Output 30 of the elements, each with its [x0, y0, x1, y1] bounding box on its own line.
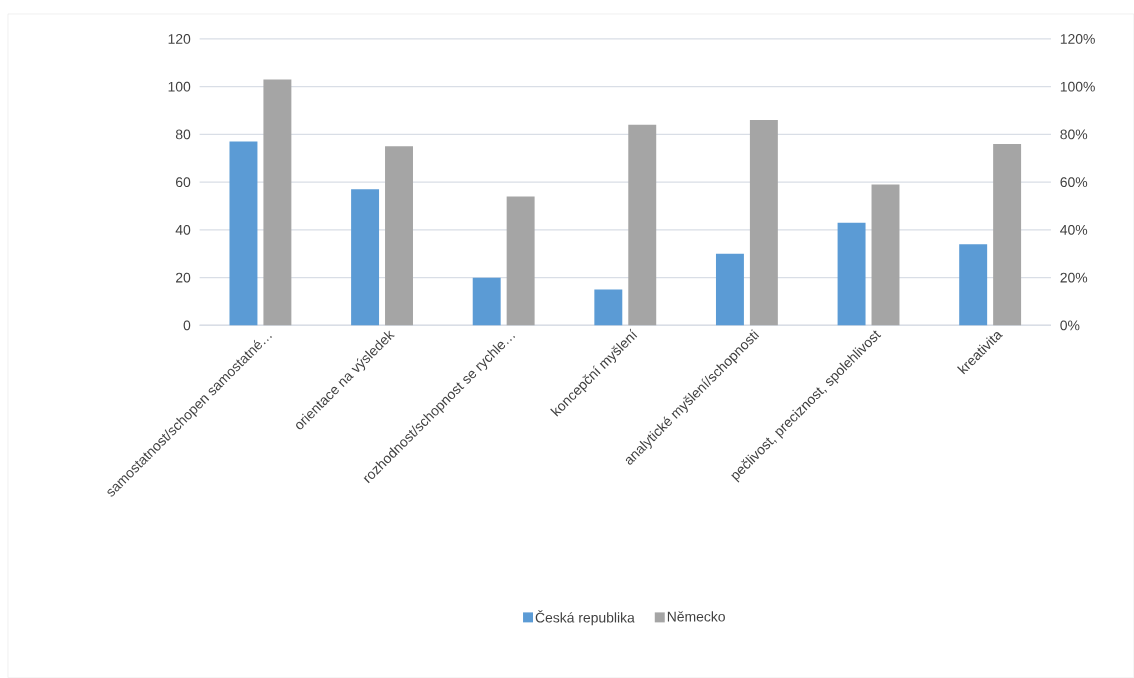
bar — [506, 196, 535, 326]
y-tick-label: 120 — [168, 34, 191, 44]
y2-tick-label: 0% — [1060, 320, 1080, 331]
y-tick-label: 80 — [175, 129, 191, 140]
bar — [351, 189, 380, 326]
y2-tick-label: 100% — [1060, 81, 1095, 92]
y2-tick-label: 80% — [1060, 129, 1088, 140]
bar — [594, 289, 623, 326]
bar — [959, 244, 988, 326]
y-tick-label: 20 — [176, 272, 191, 283]
bar — [715, 253, 744, 326]
bar — [749, 120, 778, 326]
bar — [993, 144, 1022, 326]
bar — [385, 146, 413, 326]
y-tick-label: 100 — [168, 81, 191, 92]
y2-tick-label: 40% — [1060, 225, 1088, 235]
bar — [263, 79, 292, 326]
bar — [472, 277, 501, 326]
legend-label: Česká republika — [535, 610, 635, 626]
bar — [871, 184, 900, 326]
y-tick-label: 60 — [176, 177, 191, 188]
bar — [628, 124, 657, 326]
y2-tick-label: 60% — [1060, 177, 1088, 188]
y2-tick-label: 120% — [1060, 34, 1095, 44]
bar — [229, 141, 258, 326]
y2-tick-label: 20% — [1060, 272, 1088, 283]
legend-label: Německo — [667, 611, 725, 622]
y-tick-label: 0 — [183, 320, 191, 331]
y-tick-label: 40 — [175, 225, 191, 235]
bar — [837, 222, 866, 326]
